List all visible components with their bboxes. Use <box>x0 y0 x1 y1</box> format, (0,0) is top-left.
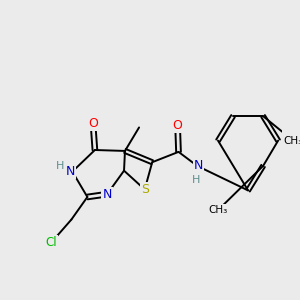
Text: N: N <box>102 188 112 201</box>
Text: CH₃: CH₃ <box>284 136 300 146</box>
Text: H: H <box>56 161 64 171</box>
Text: N: N <box>194 160 203 172</box>
Text: O: O <box>173 119 182 132</box>
Text: O: O <box>88 117 98 130</box>
Text: H: H <box>192 175 201 185</box>
Text: S: S <box>141 183 149 196</box>
Text: N: N <box>66 165 75 178</box>
Text: Cl: Cl <box>46 236 58 249</box>
Text: CH₃: CH₃ <box>208 205 228 215</box>
